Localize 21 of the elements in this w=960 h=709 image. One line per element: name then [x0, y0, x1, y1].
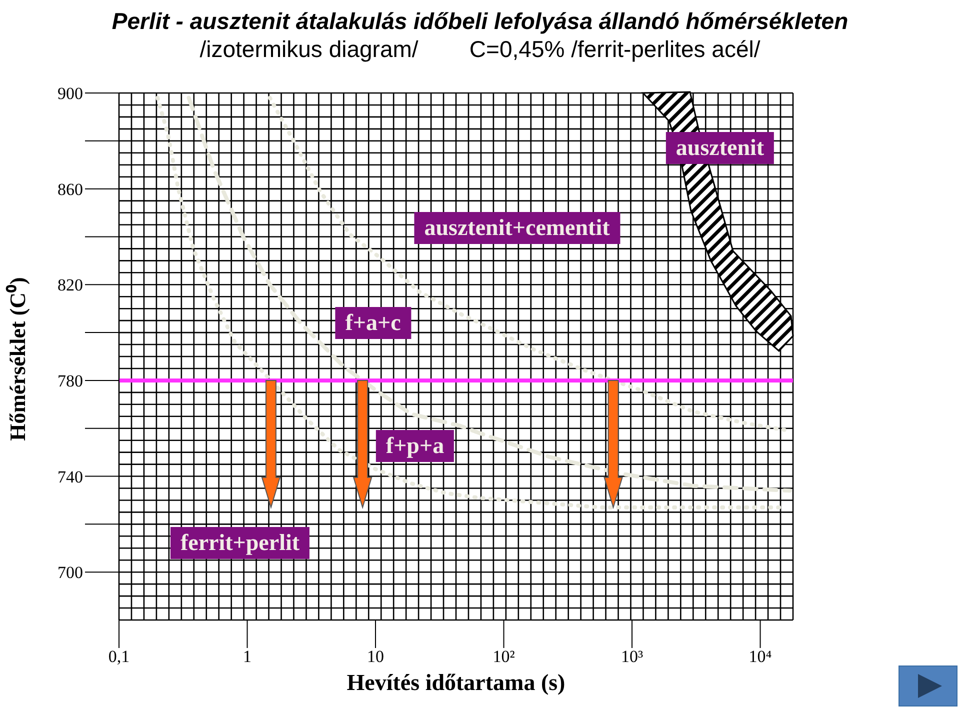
x-tick-label: 10	[367, 647, 384, 666]
annotation: ausztenit	[666, 132, 774, 164]
annotation: ferrit+perlit	[170, 527, 310, 559]
y-tick-label: 860	[58, 180, 83, 199]
y-tick-label: 700	[58, 563, 83, 582]
x-tick-label: 10²	[492, 647, 515, 666]
y-tick-label: 740	[58, 467, 83, 486]
annotation: f+a+c	[335, 307, 411, 339]
annotation: ausztenit+cementit	[414, 212, 620, 244]
x-axis-title: Hevítés időtartama (s)	[346, 670, 566, 696]
annotation: f+p+a	[376, 430, 454, 462]
y-axis-title: Hőmérséklet (C⁰)	[4, 276, 31, 443]
x-tick-label: 10³	[620, 647, 644, 666]
chart-subtitle: /izotermikus diagram/ C=0,45% /ferrit-perlites acél/	[198, 36, 762, 63]
x-tick-label: 0,1	[108, 647, 130, 666]
y-tick-label: 900	[58, 84, 83, 104]
x-tick-label: 1	[243, 647, 252, 666]
y-tick-label: 820	[58, 276, 83, 295]
y-tick-label: 780	[58, 371, 83, 390]
x-tick-label: 10⁴	[748, 647, 772, 666]
chart-title: Perlit - ausztenit átalakulás időbeli lefolyása állandó hőmérsékleten	[110, 8, 850, 35]
